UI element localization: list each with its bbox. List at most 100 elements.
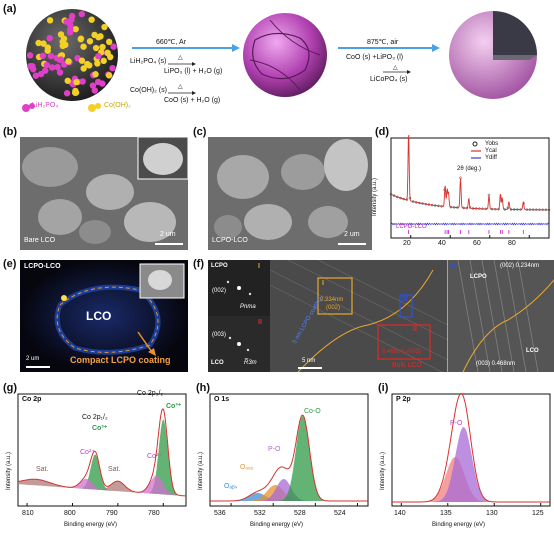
panel-f-label: (f) xyxy=(193,258,204,270)
step2-condition: 875℃, air xyxy=(367,39,399,46)
box-iii-label: III xyxy=(402,296,408,303)
step1-reactant-2: Co(OH)₂ (s) xyxy=(130,87,167,94)
panel-e-scale-bar xyxy=(26,366,50,368)
step2-product: LiCoPO₄ (s) xyxy=(370,76,408,83)
surface-particle xyxy=(101,23,108,31)
panel-b-label: (b) xyxy=(3,126,18,138)
panel-i-title: P 2p xyxy=(396,396,411,403)
heat-symbol-3: △ xyxy=(393,65,398,71)
box-ii-label: II xyxy=(413,326,417,333)
box-ii-spacing: 0.468nm (003) xyxy=(382,349,422,355)
panel-e-title: LCPO-LCO xyxy=(24,263,61,270)
panel-c-scale-label: 2 um xyxy=(344,231,360,238)
co3plus-2p32-peak xyxy=(18,419,186,496)
surface-particle xyxy=(110,43,117,50)
surface-particle xyxy=(80,43,87,50)
o-abs-peak xyxy=(210,493,368,501)
panel-f-scale-bar xyxy=(298,367,322,369)
surface-particle xyxy=(32,72,40,79)
o-abs-label: Oₐᵦₛ xyxy=(224,483,238,490)
panel-h-xlabel: Binding energy (eV) xyxy=(250,522,304,528)
fft-roman-i: I xyxy=(258,263,260,270)
panel-c-caption: LCPO-LCO xyxy=(212,237,248,244)
xrd-tick-40: 40 xyxy=(438,240,446,247)
co2plus-label-1: Co²⁺ xyxy=(80,449,95,456)
surface-particle xyxy=(92,71,99,78)
surface-particle xyxy=(60,35,68,43)
co3plus-label-2: Co³⁺ xyxy=(166,403,182,410)
legend-yobs: Yobs xyxy=(485,141,499,147)
surface-particle xyxy=(63,18,70,25)
panel-h-ylabel: Intensity (a.u.) xyxy=(198,451,204,490)
fft-lcpo-spacegroup: Pnma xyxy=(240,304,256,310)
step1-reactant-1: LiH₂PO₄ (s) xyxy=(130,58,167,65)
xrd-tick-20: 20 xyxy=(403,240,411,247)
panel-d-xlabel: 2θ (deg.) xyxy=(457,166,482,172)
panel-g-title: Co 2p xyxy=(22,396,42,403)
panel-a-label: (a) xyxy=(3,3,17,15)
cooh2-legend-label: Co(OH)₂ xyxy=(104,102,131,109)
surface-particle xyxy=(44,47,51,54)
surface-particle xyxy=(56,69,64,76)
i-tick-135: 135 xyxy=(440,510,452,517)
surface-particle xyxy=(54,63,61,71)
panel-f-scale-label: 5 nm xyxy=(302,358,316,364)
compact-coating-label: Compact LCPO coating xyxy=(70,355,171,365)
box-i-spacing: 0.234nm xyxy=(320,297,344,303)
xrd-difference-curve xyxy=(390,222,550,226)
legend-ycal: Ycal xyxy=(485,148,497,154)
surface-particle xyxy=(79,78,86,85)
surface-particle xyxy=(92,44,100,52)
panel-c-label: (c) xyxy=(193,126,207,138)
heat-symbol-2: △ xyxy=(178,84,183,90)
surface-particle xyxy=(105,38,113,46)
panel-c-sem-image: LCPO-LCO 2 um xyxy=(208,137,372,250)
heat-symbol-1: △ xyxy=(178,55,183,61)
surface-particle xyxy=(77,35,85,42)
panel-g-ylabel: Intensity (a.u.) xyxy=(6,451,12,490)
panel-e-scale-label: 2 um xyxy=(26,356,40,362)
surface-particle xyxy=(72,89,80,96)
surface-particle xyxy=(63,90,71,97)
panel-e-label: (e) xyxy=(3,258,17,270)
panel-e-stem-image: LCPO-LCO LCO Compact LCPO coating 2 um xyxy=(20,260,188,372)
step1-product-2: CoO (s) + H₂O (g) xyxy=(164,97,221,104)
surface-particle xyxy=(78,57,86,64)
panel-i-ylabel: Intensity (a.u.) xyxy=(380,451,386,490)
panel-g-xps-co2p xyxy=(17,393,187,507)
surface-particle xyxy=(40,40,47,47)
panel-h-label: (h) xyxy=(196,382,211,394)
fft-lco-label: LCO xyxy=(211,360,224,366)
co3plus-2p12-peak xyxy=(18,454,186,496)
zoom-roman-iii: III xyxy=(450,263,456,270)
panel-d-label: (d) xyxy=(375,126,390,138)
box-i-label: I xyxy=(322,280,324,287)
surface-particle xyxy=(59,42,67,50)
co2plus-label-2: Co²⁺ xyxy=(147,453,162,460)
surface-particle xyxy=(89,82,97,89)
panel-c-scale-bar xyxy=(338,243,366,245)
xps-envelope-curve xyxy=(17,408,187,497)
step2-reactant: CoO (s) +LiPO₃ (l) xyxy=(346,54,404,61)
co-satellite-peak xyxy=(18,479,186,496)
lco-region-label: LCO xyxy=(86,309,112,323)
surface-particle xyxy=(91,87,98,94)
panel-h-title: O 1s xyxy=(214,396,230,403)
i-tick-125: 125 xyxy=(532,510,544,517)
h-tick-532: 532 xyxy=(254,510,266,517)
surface-particle xyxy=(73,78,80,86)
xps-envelope-curve xyxy=(210,414,368,502)
panel-i-label: (i) xyxy=(378,382,389,394)
xrd-tick-60: 60 xyxy=(473,240,481,247)
surface-particle xyxy=(100,57,107,65)
bulk-lco-label: Bulk LCO xyxy=(392,362,422,369)
surface-particle xyxy=(42,67,49,74)
surface-particle xyxy=(104,49,111,57)
lih2po4-legend-icon xyxy=(22,104,30,112)
g-tick-780: 780 xyxy=(148,510,160,517)
o-def-label: Oₒₑₒ xyxy=(240,464,254,471)
fft-lcpo-label: LCPO xyxy=(211,263,228,269)
xps-envelope-curve xyxy=(392,392,550,503)
fft-lco-spacegroup: R̅3m xyxy=(244,360,257,366)
surface-particle xyxy=(109,64,116,72)
